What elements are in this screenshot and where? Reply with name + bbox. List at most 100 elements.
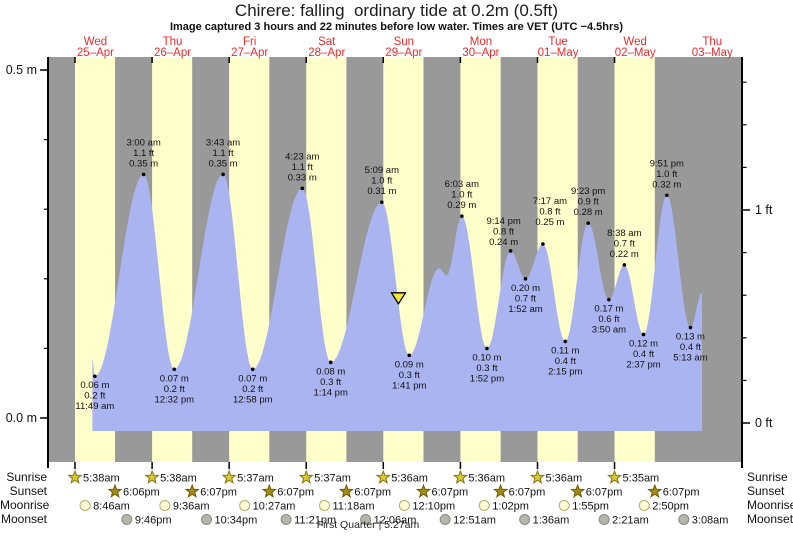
tide-extreme-dot [300,186,305,191]
moonrise-time: 12:10pm [412,501,455,513]
sunset-icon [647,483,663,498]
moon-phase-note: First Quarter | 5:27am [316,519,420,531]
tide-extreme-label: 1.1 ft [133,148,154,159]
sunrise-icon [67,469,83,484]
moonrise-icon [478,500,490,511]
tide-extreme-label: 0.06 m [80,380,109,391]
page-title: Chirere: falling ordinary tide at 0.2m (… [234,1,559,20]
moonrise-time: 1:55pm [572,501,609,513]
day-date-label: 01–May [538,47,579,59]
tide-extreme-label: 0.22 m [610,249,639,260]
tide-extreme-dot [622,263,627,267]
tide-extreme-label: 0.8 ft [539,207,560,218]
tide-extreme-label: 0.29 m [447,200,476,211]
tide-extreme-label: 12:58 pm [233,394,273,405]
tide-extreme-dot [328,360,333,365]
sunrise-row-label: Sunrise [747,470,788,484]
tide-extreme-dot [460,214,464,218]
day-name-label: Fri [243,36,256,48]
tide-extreme-label: 0.4 ft [633,349,654,360]
tide-extreme-label: 9:23 pm [571,186,605,197]
day-name-label: Tue [548,36,567,48]
tide-extreme-label: 0.33 m [288,172,317,183]
tide-extreme-label: 1.0 ft [451,190,472,201]
sunset-time: 6:07pm [200,487,237,499]
moonset-time: 12:51am [453,515,496,527]
sunset-time: 6:07pm [663,487,700,499]
tide-extreme-label: 0.2 ft [242,384,263,395]
day-date-label: 26–Apr [154,47,191,59]
day-name-label: Wed [623,36,646,48]
tide-extreme-label: 5:09 am [365,165,399,176]
sunset-icon [107,483,123,498]
tide-extreme-dot [407,353,412,358]
moonset-time: 2:21am [612,515,649,527]
tide-extreme-label: 1:52 am [508,304,542,315]
tide-extreme-dot [541,242,545,246]
moonrise-icon [79,500,91,511]
moonset-row-label: Moonset [747,512,793,527]
tide-extreme-label: 0.6 ft [598,314,619,325]
day-date-label: 30–Apr [462,47,499,59]
day-date-label: 25–Apr [77,47,114,59]
tide-extreme-dot [607,297,611,302]
moonset-icon [121,514,133,525]
day-name-label: Sun [394,36,414,48]
tide-extreme-label: 0.07 m [238,373,267,384]
tide-extreme-label: 0.09 m [395,359,424,370]
current-time-marker-icon [390,292,407,306]
moonset-icon [678,514,690,525]
tide-extreme-label: 0.28 m [574,207,603,218]
moonrise-time: 10:27am [253,501,296,513]
day-date-label: 03–May [692,47,733,59]
sunrise-time: 5:36am [468,473,505,485]
tide-extreme-label: 1:41 pm [392,380,426,391]
sunset-row-label: Sunset [747,484,785,499]
sunrise-time: 5:38am [160,473,197,485]
tide-extreme-label: 7:17 am [533,196,567,207]
tide-extreme-dot [641,332,646,337]
sunrise-row-label: Sunrise [6,470,47,484]
day-date-label: 27–Apr [231,47,268,59]
tide-extreme-label: 0.11 m [551,345,579,356]
sunset-icon [570,483,586,498]
moonset-time: 10:34pm [214,515,257,527]
moonset-icon [280,514,292,525]
tide-extreme-label: 3:00 am [126,137,160,148]
tide-extreme-dot [563,339,568,344]
moonset-icon [598,514,610,525]
day-name-label: Wed [84,36,107,48]
tide-extreme-label: 0.9 ft [578,197,599,208]
day-date-label: 29–Apr [385,47,422,59]
sunset-icon [415,483,432,498]
sunrise-icon [375,469,391,484]
moonset-time: 9:46pm [135,515,172,527]
astro-row-labels-left: Sunrise Sunset Moonrise Moonset [0,470,49,526]
right-axis-label: 0 ft [755,416,773,430]
sunset-icon [184,483,200,498]
capture-note: Image captured 3 hours and 22 minutes be… [169,21,624,33]
tide-extreme-label: 5:13 am [673,353,707,364]
tide-extreme-label: 0.7 ft [614,238,635,249]
moonset-time: 12:06am [374,515,417,527]
moonrise-icon [239,500,251,511]
sunset-row-label: Sunset [9,484,47,499]
tide-extreme-dot [221,172,225,177]
tide-extreme-label: 0.17 m [594,304,623,315]
sunrise-time: 5:38am [83,473,120,485]
tide-extreme-label: 0.25 m [535,217,564,228]
sunrise-icon [452,469,468,484]
tide-extreme-label: 0.31 m [367,186,396,197]
sunrise-icon [607,469,623,484]
tide-extreme-label: 0.24 m [489,237,518,248]
tide-extreme-label: 1.0 ft [656,169,677,180]
tide-extreme-label: 0.3 ft [320,377,341,388]
left-axis-label: 0.5 m [6,63,37,77]
tide-extreme-dot [172,367,177,372]
tide-extreme-label: 12:32 pm [154,394,194,405]
moonset-icon [439,514,451,525]
moonset-icon [200,514,212,525]
tide-extreme-label: 11:49 am [75,401,114,412]
sunset-time: 6:07pm [431,487,468,499]
